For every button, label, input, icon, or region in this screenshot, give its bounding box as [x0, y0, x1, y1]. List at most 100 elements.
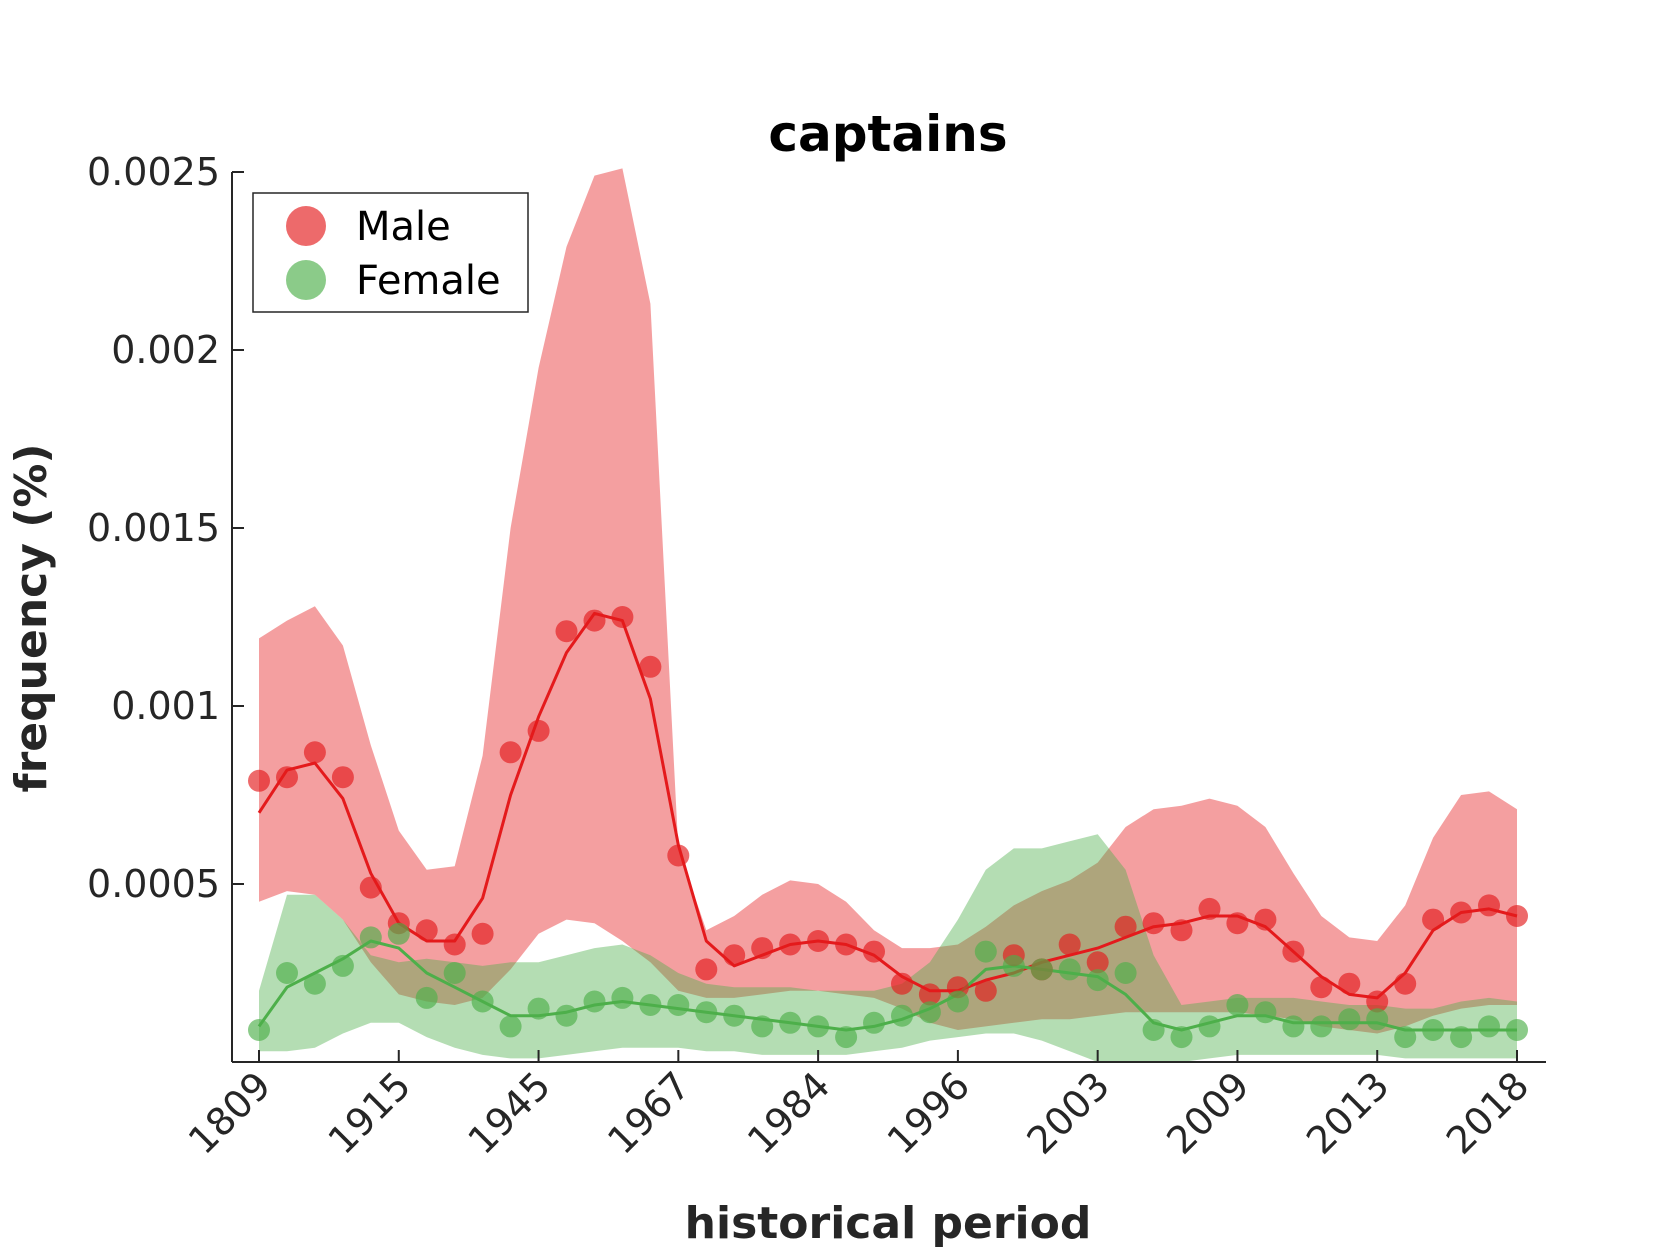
point-female: [639, 994, 662, 1016]
point-male: [443, 933, 466, 956]
point-female: [723, 1004, 746, 1027]
point-male: [527, 719, 550, 742]
point-male: [303, 741, 326, 764]
point-female: [863, 1011, 885, 1034]
point-male: [1366, 990, 1389, 1013]
point-female: [1002, 954, 1025, 977]
legend-marker-male: [286, 206, 326, 246]
point-male: [276, 766, 298, 789]
axes: [231, 172, 1546, 1063]
point-male: [1086, 951, 1109, 974]
point-female: [248, 1019, 270, 1041]
point-male: [667, 844, 690, 867]
point-male: [415, 919, 438, 942]
point-female: [527, 997, 550, 1020]
point-female: [891, 1004, 913, 1027]
y-tick-label: 0.002: [111, 328, 220, 372]
y-tick-label: 0.0005: [87, 862, 220, 906]
point-female: [835, 1026, 858, 1049]
point-male: [1198, 897, 1221, 920]
point-female: [1310, 1015, 1333, 1038]
point-female: [1254, 1001, 1277, 1024]
point-female: [974, 940, 997, 963]
line-male: [257, 611, 1518, 1000]
point-female: [918, 1001, 941, 1024]
point-female: [331, 954, 354, 977]
legend-label-male: Male: [356, 204, 451, 250]
point-female: [611, 986, 634, 1009]
point-male: [1282, 940, 1305, 963]
point-male: [918, 983, 941, 1006]
point-male: [1254, 908, 1277, 931]
point-male: [248, 769, 270, 792]
point-male: [1450, 901, 1473, 924]
point-female: [276, 962, 298, 984]
point-male: [891, 972, 913, 995]
point-male: [331, 766, 354, 789]
point-male: [1142, 912, 1165, 935]
y-tick-label: 0.0025: [87, 150, 220, 194]
point-female: [1478, 1015, 1500, 1038]
legend-marker-female: [286, 260, 326, 300]
point-female: [1170, 1026, 1193, 1049]
point-female: [443, 962, 466, 984]
point-female: [1226, 994, 1249, 1016]
point-female: [1058, 958, 1081, 981]
legend-label-female: Female: [356, 258, 501, 304]
point-female: [695, 1001, 718, 1024]
point-female: [1506, 1019, 1528, 1041]
point-male: [359, 876, 382, 899]
point-male: [583, 609, 606, 632]
point-male: [1310, 976, 1333, 999]
point-male: [751, 937, 774, 960]
point-female: [1114, 962, 1137, 984]
point-female: [1282, 1015, 1305, 1038]
point-female: [499, 1015, 522, 1038]
point-female: [359, 926, 382, 949]
chart-title: captains: [768, 105, 1007, 163]
point-female: [1198, 1015, 1221, 1038]
point-female: [1450, 1026, 1473, 1049]
point-female: [1366, 1008, 1389, 1031]
point-male: [807, 930, 830, 952]
point-male: [555, 620, 578, 643]
line-female: [257, 939, 1517, 1032]
point-male: [1478, 894, 1500, 917]
point-female: [1142, 1019, 1165, 1041]
point-male: [471, 922, 494, 945]
point-female: [779, 1011, 802, 1034]
point-female: [555, 1004, 578, 1027]
point-female: [471, 990, 494, 1013]
y-axis-title: frequency (%): [6, 443, 57, 792]
point-female: [1030, 958, 1053, 981]
point-female: [807, 1015, 830, 1038]
point-male: [1394, 972, 1417, 995]
point-female: [751, 1015, 774, 1038]
point-female: [303, 972, 326, 995]
confidence-bands: [259, 168, 1517, 1062]
point-male: [1422, 908, 1445, 931]
x-axis-title: historical period: [685, 1198, 1092, 1249]
point-female: [1422, 1019, 1445, 1041]
point-female: [667, 994, 690, 1016]
trend-lines: [257, 611, 1518, 1032]
legend: Male Female: [252, 192, 529, 313]
point-female: [1338, 1008, 1361, 1031]
point-female: [1394, 1026, 1417, 1049]
point-male: [1114, 915, 1137, 938]
point-male: [639, 655, 662, 678]
data-points: [248, 606, 1528, 1049]
point-male: [1338, 972, 1361, 995]
point-female: [583, 990, 606, 1013]
point-male: [974, 979, 997, 1002]
point-male: [611, 606, 634, 628]
point-male: [1058, 933, 1081, 956]
y-ticks: 0.0005 0.001 0.0015 0.002 0.0025: [87, 150, 244, 906]
point-male: [499, 741, 522, 764]
y-tick-label: 0.001: [111, 684, 220, 728]
band-female: [259, 834, 1517, 1062]
point-male: [835, 933, 858, 956]
point-female: [946, 990, 969, 1013]
point-female: [415, 986, 438, 1009]
